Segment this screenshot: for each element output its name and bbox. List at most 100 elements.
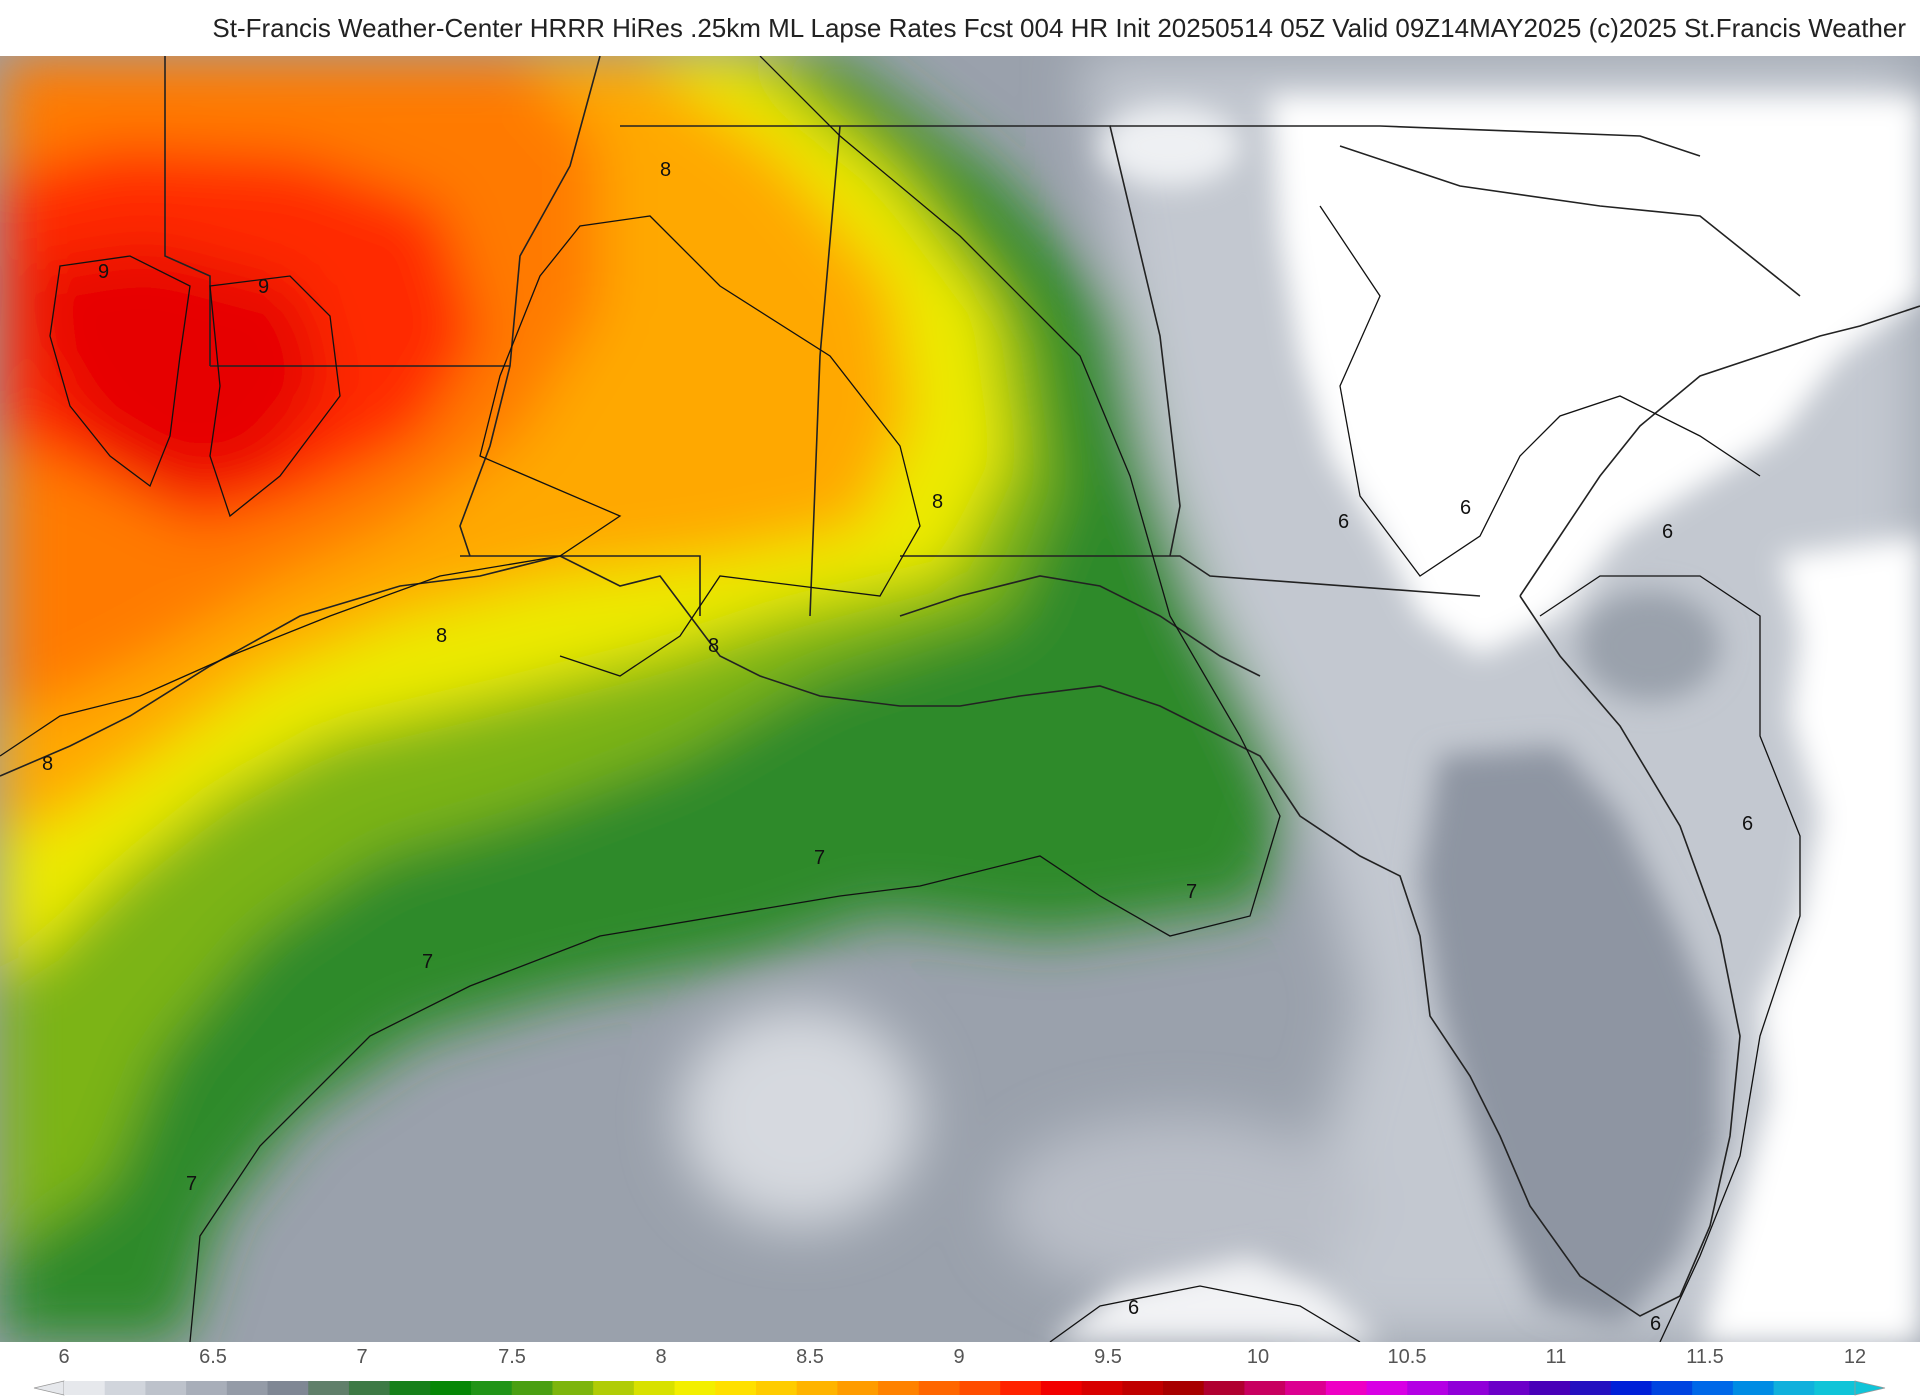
florida-georgia-line — [900, 555, 1481, 597]
colorbar-swatch — [878, 1381, 920, 1395]
colorbar-swatch — [715, 1381, 757, 1395]
colorbar-tick: 8 — [655, 1346, 666, 1368]
colorbar-swatch — [1488, 1381, 1530, 1395]
colorbar-swatches — [64, 1381, 1856, 1395]
colorbar-swatch — [918, 1381, 961, 1395]
colorbar-swatch — [1814, 1381, 1856, 1395]
contour-label: 7 — [814, 847, 825, 869]
colorbar-swatch — [1244, 1381, 1286, 1395]
colorbar-swatch — [796, 1381, 838, 1395]
colorbar-swatch — [837, 1381, 879, 1395]
colorbar-swatch — [1773, 1381, 1815, 1395]
colorbar-swatch — [1447, 1381, 1490, 1395]
colorbar-swatch — [1529, 1381, 1571, 1395]
colorbar-swatch — [1610, 1381, 1653, 1395]
contour-label: 8 — [42, 753, 53, 775]
contour-label: 8 — [436, 625, 447, 647]
colorbar-tick: 10 — [1247, 1346, 1269, 1368]
colorbar-swatch — [226, 1381, 269, 1395]
colorbar-tick: 11.5 — [1686, 1346, 1723, 1368]
contour-8-main — [0, 215, 921, 757]
colorbar-right-arrow — [1854, 1380, 1886, 1396]
colorbar-swatch — [1325, 1381, 1368, 1395]
contour-label: 7 — [186, 1173, 197, 1195]
gulf-pale-blob-2 — [1000, 1116, 1360, 1296]
colorbar-swatch — [471, 1381, 513, 1395]
contour-labels: 9 9 8 8 8 8 8 7 7 7 7 6 6 6 6 6 6 — [42, 159, 1753, 1335]
contour-label: 7 — [422, 951, 433, 973]
colorbar-swatch — [267, 1381, 309, 1395]
colorbar-swatch — [1081, 1381, 1123, 1395]
colorbar-swatch — [1203, 1381, 1246, 1395]
colorbar-swatch — [755, 1381, 798, 1395]
gulf-pale-blob — [680, 1006, 920, 1226]
contour-7-main — [189, 56, 1281, 1342]
ms-la-southern-line — [460, 555, 701, 616]
colorbar: 6 6.5 7 7.5 8 8.5 9 9.5 10 10.5 11 11.5 … — [33, 1346, 1886, 1396]
contour-label: 8 — [932, 491, 943, 513]
mississippi-alabama-line — [809, 125, 841, 617]
contour-6-atlantic — [1539, 575, 1801, 1342]
colorbar-swatch — [186, 1381, 228, 1395]
colorbar-swatch — [1040, 1381, 1083, 1395]
gulf-south-white — [1050, 1256, 1380, 1342]
colorbar-swatch — [511, 1381, 554, 1395]
colorbar-tick: 12 — [1844, 1346, 1866, 1368]
colorbar-tick: 6.5 — [199, 1346, 227, 1368]
colorbar-swatch — [674, 1381, 716, 1395]
contour-label: 8 — [660, 159, 671, 181]
florida-grey — [1420, 746, 1720, 1326]
colorbar-tick: 7.5 — [498, 1346, 526, 1368]
weather-map: 9 9 8 8 8 8 8 7 7 7 7 6 6 6 6 6 6 — [0, 56, 1920, 1342]
contour-label: 7 — [1186, 881, 1197, 903]
red-deep-core — [30, 246, 330, 486]
florida-panhandle-coast — [899, 575, 1261, 677]
colorbar-swatch — [1651, 1381, 1693, 1395]
state-boundaries — [0, 56, 1920, 1317]
colorbar-tick: 8.5 — [796, 1346, 824, 1368]
colorbar-tick: 7 — [356, 1346, 367, 1368]
map-title: St-Francis Weather-Center HRRR HiRes .25… — [212, 12, 1906, 43]
colorbar-swatch — [1732, 1381, 1775, 1395]
colorbar-swatch — [308, 1381, 350, 1395]
contour-lines — [0, 56, 1801, 1342]
contour-label: 6 — [1460, 497, 1471, 519]
colorbar-swatch — [633, 1381, 676, 1395]
colorbar-swatch — [552, 1381, 594, 1395]
north-south-carolina-line — [1339, 145, 1801, 297]
coastline-texas-louisiana — [0, 555, 1741, 1317]
contour-label: 6 — [1338, 511, 1349, 533]
colorbar-tick: 9 — [953, 1346, 964, 1368]
mississippi-river-line — [459, 56, 601, 557]
colorbar-tick: 10.5 — [1388, 1346, 1427, 1368]
colorbar-swatch — [1692, 1381, 1734, 1395]
georgia-carolina-line — [1110, 125, 1701, 157]
colorbar-swatch — [1000, 1381, 1042, 1395]
colorbar-left-arrow — [33, 1380, 65, 1396]
alabama-georgia-line — [840, 125, 1181, 557]
colorbar-tick: 6 — [58, 1346, 69, 1368]
colorbar-swatch — [1407, 1381, 1449, 1395]
atlantic-coast — [1519, 305, 1920, 597]
contour-9-east — [209, 275, 341, 518]
colorbar-tick: 9.5 — [1094, 1346, 1122, 1368]
contour-label: 6 — [1662, 521, 1673, 543]
atlantic-grey-blob — [1580, 591, 1720, 701]
contour-6-carolinas — [1319, 205, 1761, 577]
colorbar-swatch — [64, 1381, 106, 1395]
colorbar-ticks: 6 6.5 7 7.5 8 8.5 9 9.5 10 10.5 11 11.5 … — [58, 1346, 1866, 1368]
contour-label: 9 — [98, 261, 109, 283]
colorbar-swatch — [104, 1381, 146, 1395]
colorbar-swatch — [145, 1381, 187, 1395]
colorbar-swatch — [1570, 1381, 1612, 1395]
colorbar-tick: 11 — [1546, 1346, 1567, 1368]
colorbar-swatch — [348, 1381, 391, 1395]
contour-label: 8 — [708, 635, 719, 657]
colorbar-swatch — [1285, 1381, 1327, 1395]
contour-9-west — [49, 255, 191, 488]
carolinas-white — [1270, 96, 1920, 656]
contour-label: 6 — [1742, 813, 1753, 835]
colorbar-swatch — [959, 1381, 1001, 1395]
contour-6-gulf — [1049, 1285, 1361, 1342]
colorbar-swatch — [389, 1381, 431, 1395]
